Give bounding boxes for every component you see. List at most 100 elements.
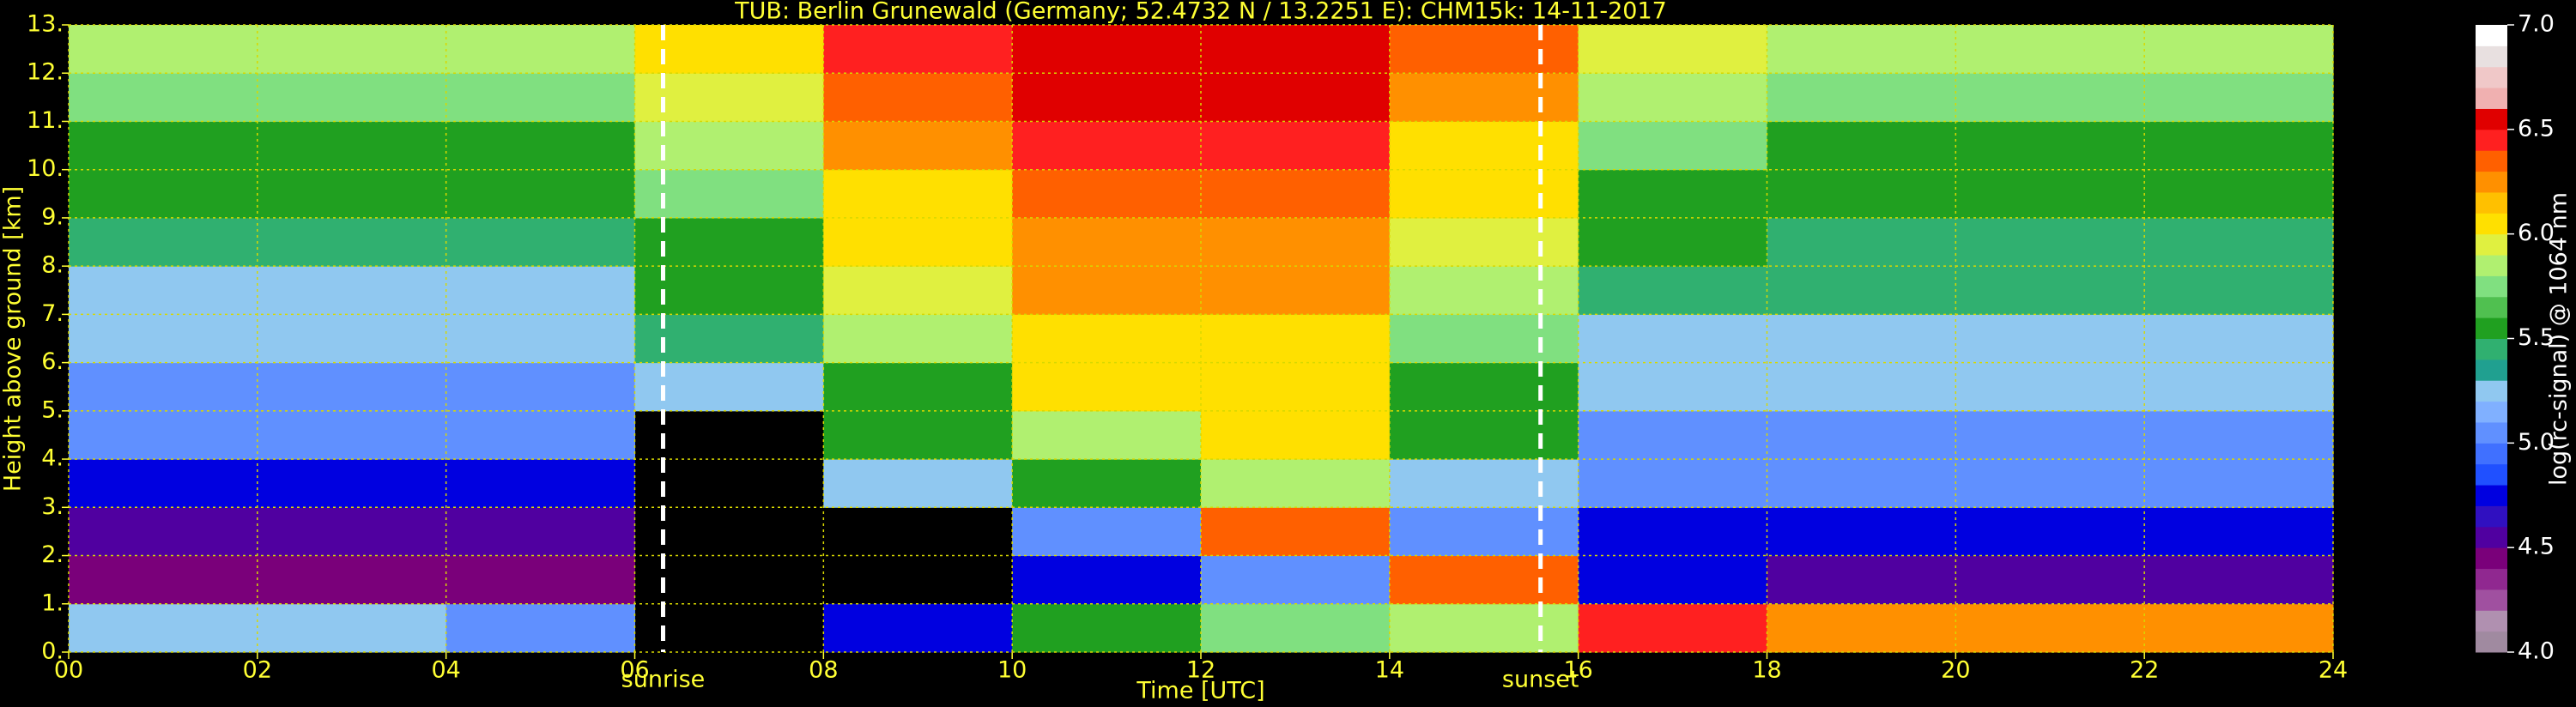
x-tick-label: 20: [1941, 657, 1970, 684]
heatmap-cell: [69, 217, 258, 267]
heatmap-cell: [1767, 362, 1956, 412]
heatmap-cell: [1955, 217, 2145, 267]
heatmap-cell: [1578, 121, 1767, 171]
y-tick-label: 5.: [41, 396, 64, 423]
heatmap-cell: [1767, 169, 1956, 219]
y-tick-label: 11.: [27, 107, 64, 134]
heatmap-cell: [1767, 410, 1956, 460]
heatmap-cell: [257, 169, 447, 219]
heatmap-cell: [1767, 217, 1956, 267]
y-tick-label: 4.: [41, 445, 64, 472]
heatmap-cell: [1767, 555, 1956, 605]
x-tick-label: 14: [1375, 657, 1404, 684]
heatmap-cell: [1767, 314, 1956, 364]
heatmap-cell: [2144, 121, 2334, 171]
y-tick-label: 8.: [41, 252, 64, 279]
heatmap-cell: [1767, 25, 1956, 74]
colorbar-swatch: [2476, 401, 2507, 423]
heatmap-cell: [69, 169, 258, 219]
heatmap-cell: [445, 314, 635, 364]
colorbar-swatch: [2476, 505, 2507, 528]
heatmap-cell: [1767, 266, 1956, 315]
heatmap-cell: [2144, 314, 2334, 364]
heatmap-cell: [823, 169, 1013, 219]
colorbar-swatch: [2476, 255, 2507, 276]
heatmap-cell: [1955, 410, 2145, 460]
heatmap-cell: [1012, 169, 1202, 219]
heatmap-cell: [2144, 555, 2334, 605]
heatmap-cell: [1389, 410, 1579, 460]
x-tick-label: 04: [431, 657, 460, 684]
heatmap-cell: [1578, 25, 1767, 74]
colorbar-swatch: [2476, 359, 2507, 381]
heatmap-cell: [445, 555, 635, 605]
heatmap-cell: [2144, 73, 2334, 122]
heatmap-cell: [634, 217, 824, 267]
heatmap-cell: [445, 362, 635, 412]
colorbar-tick-label: 7.0: [2518, 11, 2555, 38]
colorbar-tick-label: 6.0: [2518, 220, 2555, 246]
heatmap-cell: [1955, 73, 2145, 122]
heatmap-cell: [69, 507, 258, 557]
colorbar-swatch: [2476, 129, 2507, 151]
y-tick-label: 2.: [41, 541, 64, 568]
heatmap-cell: [1012, 73, 1202, 122]
heatmap-cell: [69, 73, 258, 122]
heatmap-cell: [1389, 217, 1579, 267]
heatmap-cell: [445, 459, 635, 508]
heatmap-cell: [1389, 362, 1579, 412]
heatmap-cell: [445, 507, 635, 557]
colorbar-swatch: [2476, 631, 2507, 653]
heatmap-cell: [2144, 217, 2334, 267]
heatmap-cell: [1767, 603, 1956, 653]
heatmap-cell: [1955, 362, 2145, 412]
x-tick-label: 10: [997, 657, 1027, 684]
heatmap-cell: [823, 410, 1013, 460]
heatmap-cell: [1389, 507, 1579, 557]
heatmap-cell: [1578, 507, 1767, 557]
x-tick-label: 24: [2318, 657, 2348, 684]
colorbar-swatch: [2476, 213, 2507, 235]
colorbar-swatch: [2476, 338, 2507, 360]
heatmap-cell: [823, 25, 1013, 74]
colorbar-swatch: [2476, 88, 2507, 109]
heatmap-cell: [257, 603, 447, 653]
colorbar-swatch: [2476, 296, 2507, 318]
heatmap-cell: [1389, 25, 1579, 74]
heatmap-cell: [1578, 410, 1767, 460]
heatmap-cell: [1767, 121, 1956, 171]
heatmap-cell: [445, 603, 635, 653]
heatmap-cell: [257, 217, 447, 267]
heatmap-cell: [69, 410, 258, 460]
heatmap-cell: [1578, 266, 1767, 315]
heatmap-cell: [823, 266, 1013, 315]
y-axis-label: Height above ground [km]: [0, 186, 27, 492]
heatmap-cell: [1578, 73, 1767, 122]
heatmap-cell: [257, 555, 447, 605]
heatmap-cell: [1389, 555, 1579, 605]
heatmap-cell: [1955, 169, 2145, 219]
heatmap-cell: [1201, 362, 1391, 412]
y-tick-label: 6.: [41, 348, 64, 375]
colorbar-swatch: [2476, 66, 2507, 88]
heatmap-cell: [823, 603, 1013, 653]
x-axis-label: Time [UTC]: [1136, 678, 1264, 704]
heatmap-cell: [2144, 266, 2334, 315]
y-tick-label: 0.: [41, 638, 64, 665]
heatmap-cell: [257, 314, 447, 364]
heatmap-cell: [257, 73, 447, 122]
heatmap-cell: [1389, 121, 1579, 171]
colorbar-tick-label: 4.5: [2518, 534, 2555, 560]
heatmap-cell: [1955, 603, 2145, 653]
heatmap-cell: [1767, 73, 1956, 122]
heatmap-cell: [1767, 459, 1956, 508]
event-label: sunset: [1502, 667, 1579, 693]
colorbar-tick-label: 4.0: [2518, 638, 2555, 665]
colorbar-swatch: [2476, 547, 2507, 570]
colorbar-swatch: [2476, 171, 2507, 193]
heatmap-cell: [69, 603, 258, 653]
heatmap-cell: [69, 121, 258, 171]
heatmap-cell: [1201, 603, 1391, 653]
heatmap-cell: [1012, 410, 1202, 460]
